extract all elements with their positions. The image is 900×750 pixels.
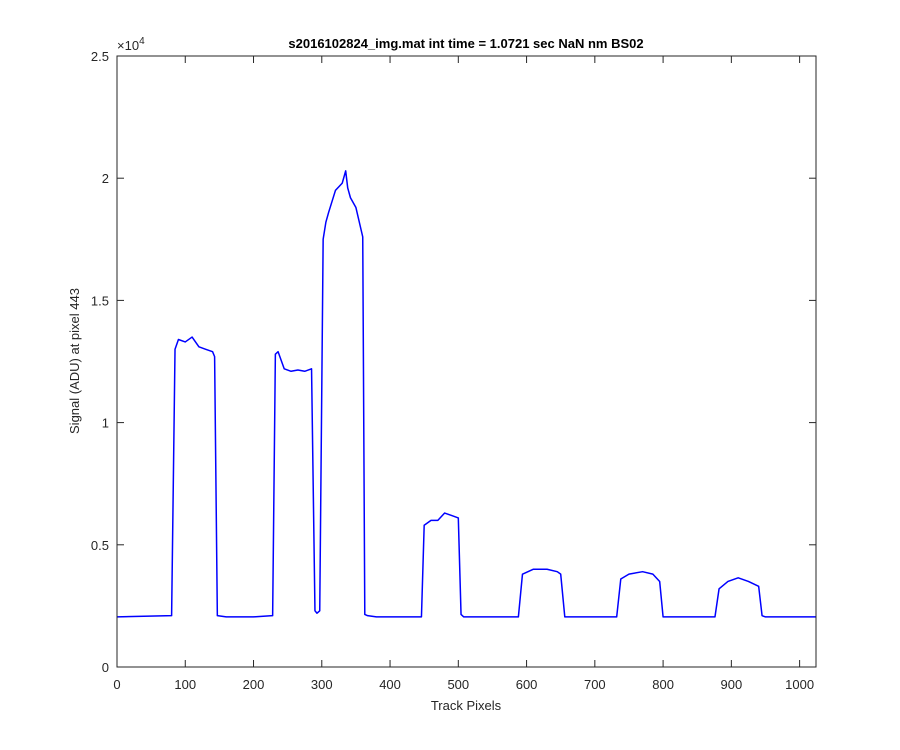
y-axis-exponent: ×104 (117, 36, 145, 53)
signal-series-line (116, 170, 816, 618)
plot-area (117, 56, 816, 667)
y-tick-label: 2 (102, 171, 109, 186)
x-tick-label: 300 (311, 677, 333, 692)
x-axis-ticks (116, 56, 801, 667)
x-tick-label: 1000 (785, 677, 814, 692)
y-tick-label: 2.5 (91, 49, 109, 64)
x-axis-label: Track Pixels (431, 698, 502, 713)
x-tick-label: 0 (113, 677, 120, 692)
x-tick-label: 700 (584, 677, 606, 692)
x-axis-tick-labels: 0 100 200 300 400 500 600 700 800 900 1000 (113, 677, 814, 692)
y-axis-exponent-power: 4 (139, 36, 145, 47)
chart-title: s2016102824_img.mat int time = 1.0721 se… (288, 36, 643, 51)
y-tick-label: 1.5 (91, 293, 109, 308)
y-tick-label: 1 (102, 416, 109, 431)
x-tick-label: 100 (174, 677, 196, 692)
x-tick-label: 800 (652, 677, 674, 692)
x-tick-label: 500 (447, 677, 469, 692)
x-tick-label: 900 (721, 677, 743, 692)
y-axis-label: Signal (ADU) at pixel 443 (67, 288, 82, 434)
y-tick-label: 0.5 (91, 538, 109, 553)
y-axis-tick-labels: 0 0.5 1 1.5 2 2.5 (91, 49, 109, 675)
x-tick-label: 200 (243, 677, 265, 692)
x-tick-label: 400 (379, 677, 401, 692)
y-tick-label: 0 (102, 660, 109, 675)
x-tick-label: 600 (516, 677, 538, 692)
plot-box (116, 55, 817, 668)
y-axis-exponent-base: ×10 (117, 38, 139, 53)
